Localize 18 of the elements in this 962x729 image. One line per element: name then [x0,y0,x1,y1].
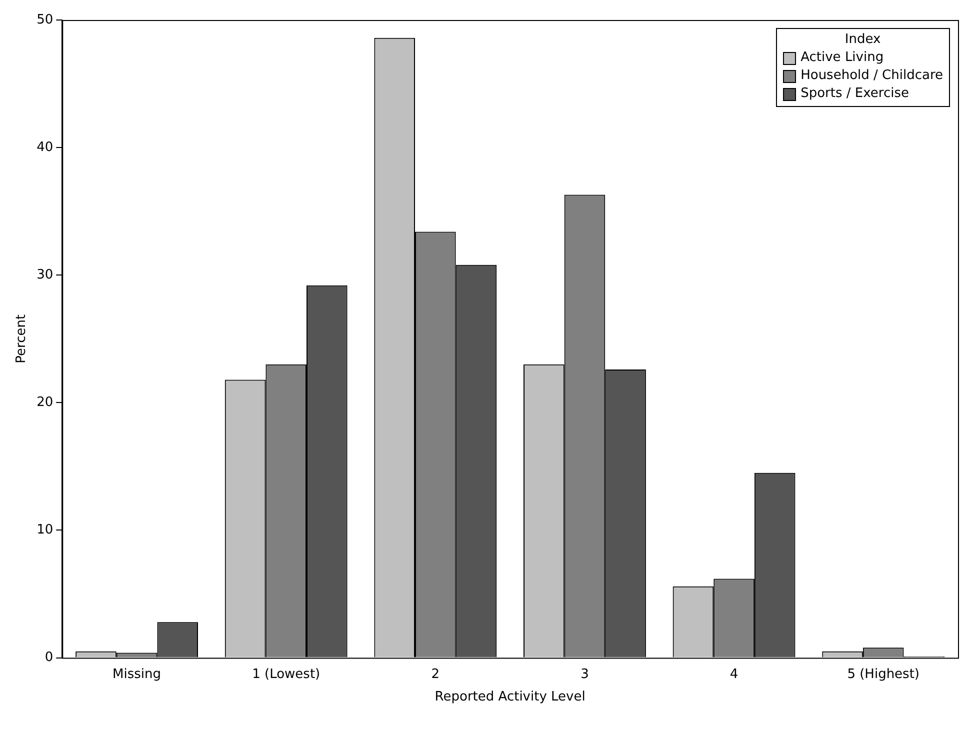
x-tick-label: 1 (Lowest) [252,666,320,682]
legend-label: Sports / Exercise [800,85,910,103]
x-tick-label: 5 (Highest) [847,666,920,682]
y-tick-label: 50 [36,12,54,28]
y-tick-label: 10 [36,522,54,538]
legend-title: Index [844,32,882,47]
x-tick-label: 3 [580,666,589,682]
x-tick-label: 2 [431,666,440,682]
y-tick-label: 20 [36,395,54,410]
x-axis-title: Reported Activity Level [434,690,586,705]
y-tick-label: 40 [36,140,54,155]
legend-label: Household / Childcare [800,67,943,85]
y-axis-title: Percent [14,314,30,364]
y-tick-label: 0 [44,650,54,666]
y-tick-label: 30 [36,267,54,282]
legend-label: Active Living [800,49,884,67]
x-tick-label: 4 [730,666,738,682]
x-tick-label: Missing [112,666,162,682]
